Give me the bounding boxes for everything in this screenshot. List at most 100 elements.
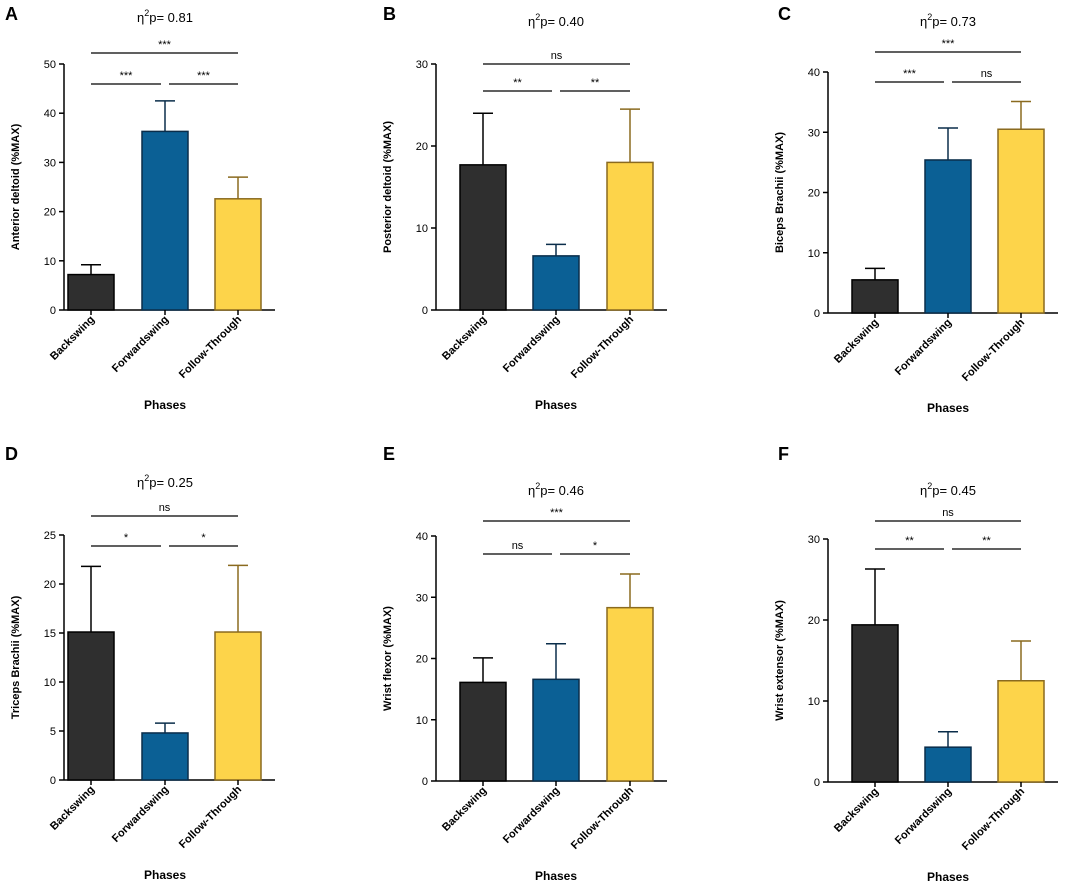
y-tick-label: 30: [808, 127, 820, 139]
significance-label: ***: [903, 68, 917, 80]
bar-follow-through: [606, 161, 654, 311]
y-axis-label: Anterior deltoid (%MAX): [10, 123, 22, 250]
bar-forwardswing: [924, 746, 972, 783]
bar-follow-through: [997, 128, 1045, 314]
y-tick-label: 40: [416, 531, 428, 543]
x-category-label: Backswing: [440, 785, 489, 834]
significance-label: **: [982, 535, 991, 547]
y-tick-label: 10: [416, 223, 428, 235]
y-tick-label: 0: [422, 305, 428, 317]
bar-backswing: [459, 681, 507, 782]
significance-label: ***: [197, 70, 211, 82]
bar-follow-through: [997, 680, 1045, 783]
significance-label: ns: [942, 507, 954, 519]
eta-squared-label: η2p= 0.73: [920, 12, 976, 29]
panel-letter: F: [778, 444, 789, 464]
bar-backswing: [851, 624, 899, 783]
y-axis-label: Wrist flexor (%MAX): [382, 606, 394, 711]
x-category-label: Forwardswing: [501, 785, 562, 846]
y-axis-label: Triceps Brachii (%MAX): [10, 595, 22, 719]
y-tick-label: 40: [44, 108, 56, 120]
significance-label: *: [124, 532, 129, 544]
eta-squared-label: η2p= 0.25: [137, 473, 193, 490]
y-tick-label: 0: [422, 776, 428, 788]
x-category-label: Forwardswing: [110, 314, 171, 375]
y-tick-label: 20: [44, 207, 56, 219]
significance-label: *: [593, 540, 598, 552]
eta-squared-label: η2p= 0.46: [528, 481, 584, 498]
panel-letter: A: [5, 4, 18, 24]
y-axis-label: Biceps Brachii (%MAX): [774, 132, 786, 253]
x-category-label: Forwardswing: [110, 784, 171, 845]
bar-backswing: [851, 279, 899, 314]
y-tick-label: 0: [50, 305, 56, 317]
bar-forwardswing: [141, 732, 189, 781]
y-tick-label: 10: [808, 248, 820, 260]
y-tick-label: 10: [44, 677, 56, 689]
eta-squared-label: η2p= 0.40: [528, 12, 584, 29]
significance-label: ns: [551, 50, 563, 62]
significance-label: *: [201, 532, 206, 544]
significance-label: ns: [981, 68, 993, 80]
y-tick-label: 10: [416, 715, 428, 727]
y-tick-label: 0: [814, 777, 820, 789]
x-category-label: Follow-Through: [569, 313, 636, 380]
significance-label: **: [513, 77, 522, 89]
y-tick-label: 30: [416, 592, 428, 604]
x-axis-label: Phases: [927, 401, 969, 415]
y-tick-label: 0: [814, 308, 820, 320]
y-tick-label: 20: [416, 654, 428, 666]
panel-letter: E: [383, 444, 395, 464]
x-category-label: Follow-Through: [177, 783, 244, 850]
eta-squared-label: η2p= 0.81: [137, 8, 193, 25]
x-category-label: Follow-Through: [960, 785, 1027, 852]
bar-follow-through: [606, 606, 654, 782]
x-category-label: Follow-Through: [569, 784, 636, 851]
bar-forwardswing: [924, 159, 972, 314]
x-category-label: Backswing: [48, 784, 97, 833]
eta-squared-label: η2p= 0.45: [920, 481, 976, 498]
panel-letter: B: [383, 4, 396, 24]
significance-label: ns: [159, 502, 171, 514]
y-tick-label: 30: [44, 157, 56, 169]
panel-letter: D: [5, 444, 18, 464]
bar-backswing: [67, 631, 115, 781]
y-tick-label: 40: [808, 67, 820, 79]
x-axis-label: Phases: [535, 869, 577, 882]
bar-follow-through: [214, 631, 262, 781]
x-category-label: Follow-Through: [960, 316, 1027, 383]
significance-label: ***: [158, 39, 172, 51]
significance-label: **: [591, 77, 600, 89]
x-category-label: Forwardswing: [501, 314, 562, 375]
bar-forwardswing: [532, 678, 580, 782]
x-category-label: Backswing: [832, 317, 881, 366]
significance-label: ***: [550, 507, 564, 519]
y-tick-label: 15: [44, 628, 56, 640]
x-axis-label: Phases: [144, 398, 186, 412]
x-axis-label: Phases: [927, 870, 969, 882]
y-tick-label: 5: [50, 726, 56, 738]
y-tick-label: 30: [808, 534, 820, 546]
bar-backswing: [459, 164, 507, 311]
bar-follow-through: [214, 198, 262, 311]
y-tick-label: 20: [416, 141, 428, 153]
y-tick-label: 20: [808, 615, 820, 627]
y-tick-label: 20: [44, 579, 56, 591]
significance-label: ns: [512, 540, 524, 552]
panel-letter: C: [778, 4, 791, 24]
bar-backswing: [67, 273, 115, 311]
y-tick-label: 10: [808, 696, 820, 708]
y-axis-label: Posterior deltoid (%MAX): [382, 121, 394, 253]
y-tick-label: 10: [44, 256, 56, 268]
y-tick-label: 0: [50, 775, 56, 787]
x-category-label: Forwardswing: [893, 786, 954, 847]
x-category-label: Follow-Through: [177, 313, 244, 380]
x-category-label: Backswing: [440, 314, 489, 363]
